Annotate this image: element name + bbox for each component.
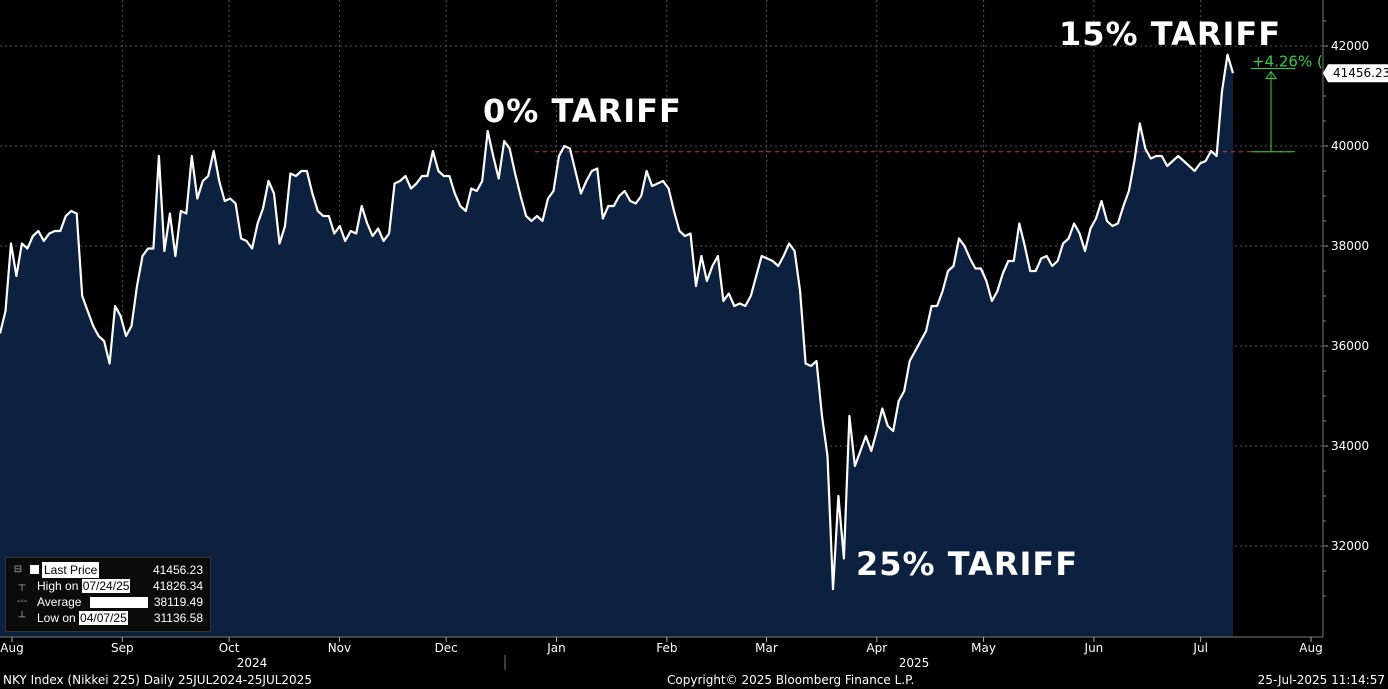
x-axis: Aug Sep Oct Nov Dec Jan Feb Mar Apr May Jun Jul Aug	[0, 637, 1323, 655]
x-tick-label: Mar	[755, 641, 778, 655]
last-price-value: 41456.23	[1333, 66, 1388, 80]
year-label-2025: 2025	[899, 656, 930, 670]
legend-label-average: Average	[37, 595, 82, 609]
legend-box: ⊟ Last Price 41456.23 ┬ High on 07/24/25…	[5, 557, 211, 632]
x-tick-label: Aug	[0, 641, 23, 655]
average-swatch	[90, 597, 148, 608]
legend-row-last: ⊟ Last Price 41456.23	[6, 562, 210, 578]
x-tick-label: Apr	[866, 641, 887, 655]
average-marker-icon: -◦-	[16, 596, 28, 607]
legend-high-date: 07/24/25	[81, 579, 131, 593]
y-tick-label: 42000	[1331, 39, 1369, 53]
annotation-0-tariff: 0% TARIFF	[483, 92, 682, 130]
annotation-25-tariff: 25% TARIFF	[856, 545, 1079, 583]
price-line	[0, 53, 1235, 591]
x-tick-label: Aug	[1299, 641, 1322, 655]
y-tick-label: 40000	[1331, 139, 1369, 153]
legend-value-last: 41456.23	[152, 563, 203, 577]
legend-low-prefix: Low on	[37, 611, 80, 625]
legend-row-average: -◦- Average 38119.49	[6, 594, 210, 610]
low-marker-icon: ┴	[18, 612, 26, 623]
x-tick-label: Jul	[1192, 641, 1207, 655]
x-tick-label: Nov	[328, 641, 351, 655]
x-tick-label: Feb	[656, 641, 677, 655]
footer-copyright: Copyright© 2025 Bloomberg Finance L.P.	[667, 673, 915, 687]
legend-label-high: High on 07/24/25	[37, 578, 131, 594]
last-price-swatch	[30, 565, 39, 574]
last-price-tag	[1323, 64, 1388, 83]
collapse-icon[interactable]: ⊟	[13, 564, 23, 575]
x-tick-label: May	[971, 641, 996, 655]
change-arrow	[1265, 70, 1277, 79]
y-axis: 32000 34000 36000 38000 40000 42000	[1323, 20, 1369, 597]
x-tick-label: Dec	[435, 641, 458, 655]
y-tick-label: 36000	[1331, 339, 1369, 353]
change-label: +4.26% (	[1252, 53, 1323, 71]
legend-label-low: Low on 04/07/25	[37, 610, 128, 626]
footer-timestamp: 25-Jul-2025 11:14:57	[1257, 673, 1385, 687]
legend-row-low: ┴ Low on 04/07/25 31136.58	[6, 610, 210, 626]
x-tick-label: Jun	[1084, 641, 1104, 655]
legend-high-prefix: High on	[37, 579, 82, 593]
x-tick-label: Sep	[111, 641, 134, 655]
legend-low-date: 04/07/25	[79, 611, 128, 625]
footer-ticker: NKY Index (Nikkei 225) Daily 25JUL2024-2…	[3, 673, 312, 687]
legend-value-average: 38119.49	[153, 595, 203, 609]
year-label-2024: 2024	[237, 656, 268, 670]
annotation-15-tariff: 15% TARIFF	[1059, 15, 1282, 53]
price-area	[0, 54, 1233, 637]
legend-value-high: 41826.34	[152, 579, 203, 593]
y-tick-label: 32000	[1331, 539, 1369, 553]
y-tick-label: 38000	[1331, 239, 1369, 253]
legend-value-low: 31136.58	[153, 611, 203, 625]
change-indicator: +4.26% (	[1251, 53, 1323, 153]
last-price-label: 41456.23	[1323, 64, 1388, 83]
x-tick-label: Oct	[219, 641, 240, 655]
x-tick-label: Jan	[546, 641, 566, 655]
y-tick-label: 34000	[1331, 439, 1369, 453]
high-marker-icon: ┬	[18, 580, 26, 591]
legend-label-last: Last Price	[42, 562, 100, 578]
legend-row-high: ┬ High on 07/24/25 41826.34	[6, 578, 210, 594]
